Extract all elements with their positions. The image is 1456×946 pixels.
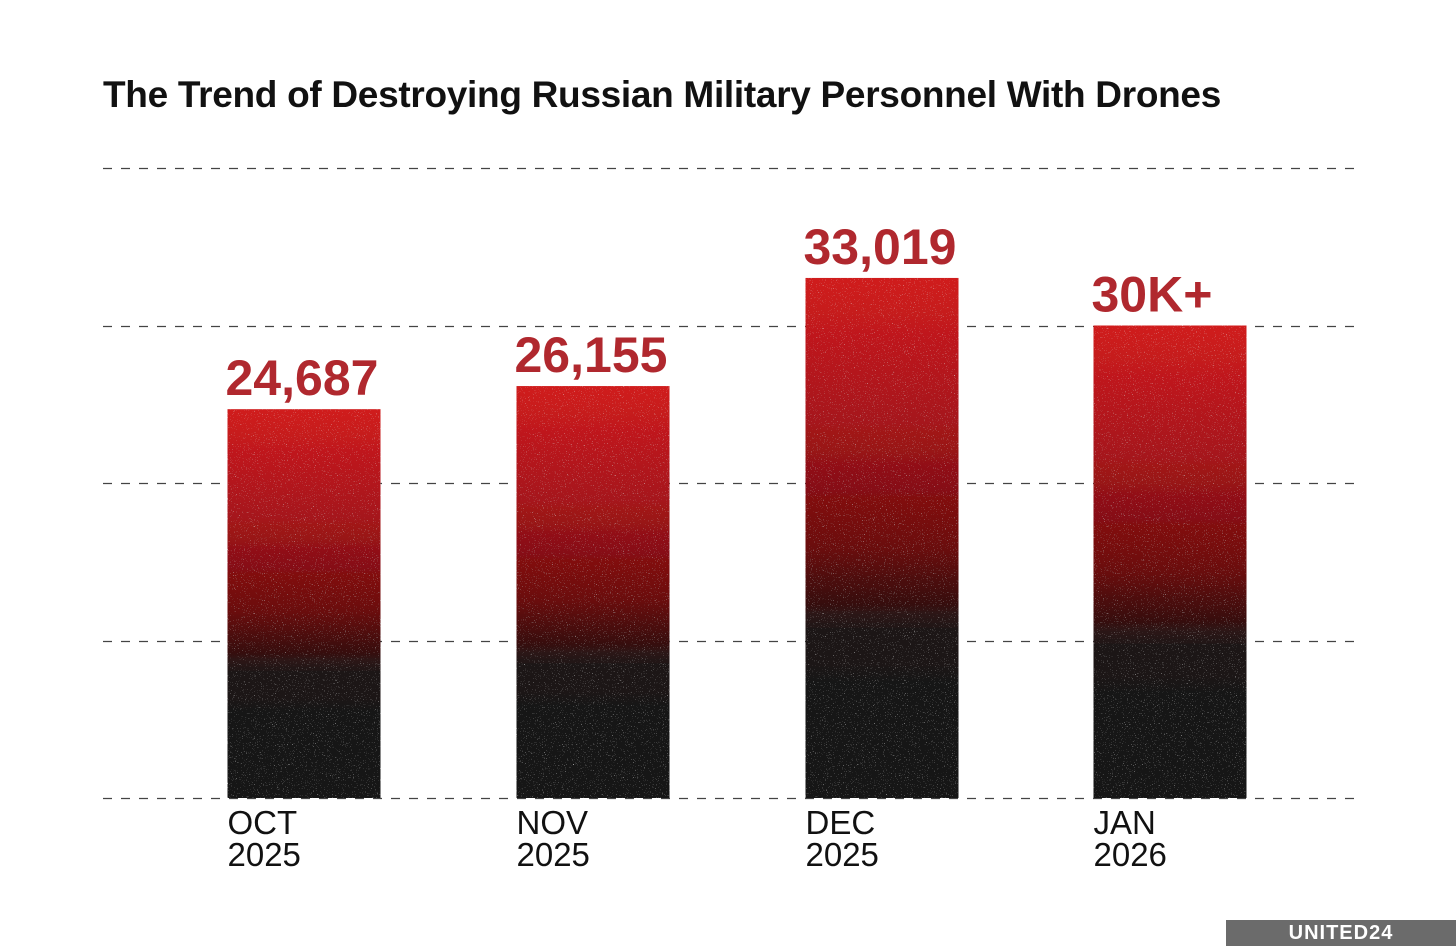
tick-label-year-oct: 2025	[228, 836, 301, 873]
value-label-nov: 26,155	[515, 327, 668, 383]
value-label-jan: 30K+	[1092, 267, 1213, 323]
bar-jan	[1093, 325, 1247, 798]
bar-oct	[227, 409, 381, 798]
value-label-dec: 33,019	[804, 219, 957, 275]
bar-nov	[516, 386, 670, 798]
chart-title: The Trend of Destroying Russian Military…	[103, 74, 1221, 115]
united24-logo: UNITED24	[1226, 920, 1456, 946]
bar-dec	[805, 277, 959, 798]
tick-label-month-nov: NOV	[517, 804, 589, 841]
tick-label-year-nov: 2025	[517, 836, 590, 873]
tick-label-year-jan: 2026	[1094, 836, 1167, 873]
tick-label-month-dec: DEC	[806, 804, 876, 841]
tick-label-month-oct: OCT	[228, 804, 298, 841]
value-label-oct: 24,687	[226, 350, 379, 406]
tick-label-month-jan: JAN	[1094, 804, 1156, 841]
tick-label-year-dec: 2025	[806, 836, 879, 873]
